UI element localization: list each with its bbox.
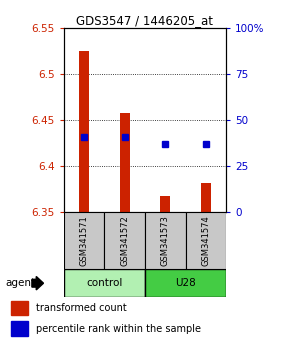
Bar xyxy=(119,113,130,212)
Bar xyxy=(11,321,28,336)
Bar xyxy=(11,301,28,315)
Text: agent: agent xyxy=(6,278,36,288)
Bar xyxy=(160,196,171,212)
Bar xyxy=(64,269,145,297)
Text: percentile rank within the sample: percentile rank within the sample xyxy=(36,324,201,334)
Bar xyxy=(64,212,104,269)
Text: U28: U28 xyxy=(175,278,196,288)
Bar xyxy=(104,212,145,269)
Text: control: control xyxy=(86,278,123,288)
Bar xyxy=(201,183,211,212)
Text: GSM341573: GSM341573 xyxy=(161,215,170,266)
Text: GSM341571: GSM341571 xyxy=(79,215,89,266)
Bar xyxy=(145,269,226,297)
Bar xyxy=(79,51,89,212)
Bar xyxy=(186,212,226,269)
Title: GDS3547 / 1446205_at: GDS3547 / 1446205_at xyxy=(77,14,213,27)
Text: GSM341574: GSM341574 xyxy=(201,215,211,266)
Text: GSM341572: GSM341572 xyxy=(120,215,129,266)
Bar xyxy=(145,212,186,269)
Text: transformed count: transformed count xyxy=(36,303,127,313)
